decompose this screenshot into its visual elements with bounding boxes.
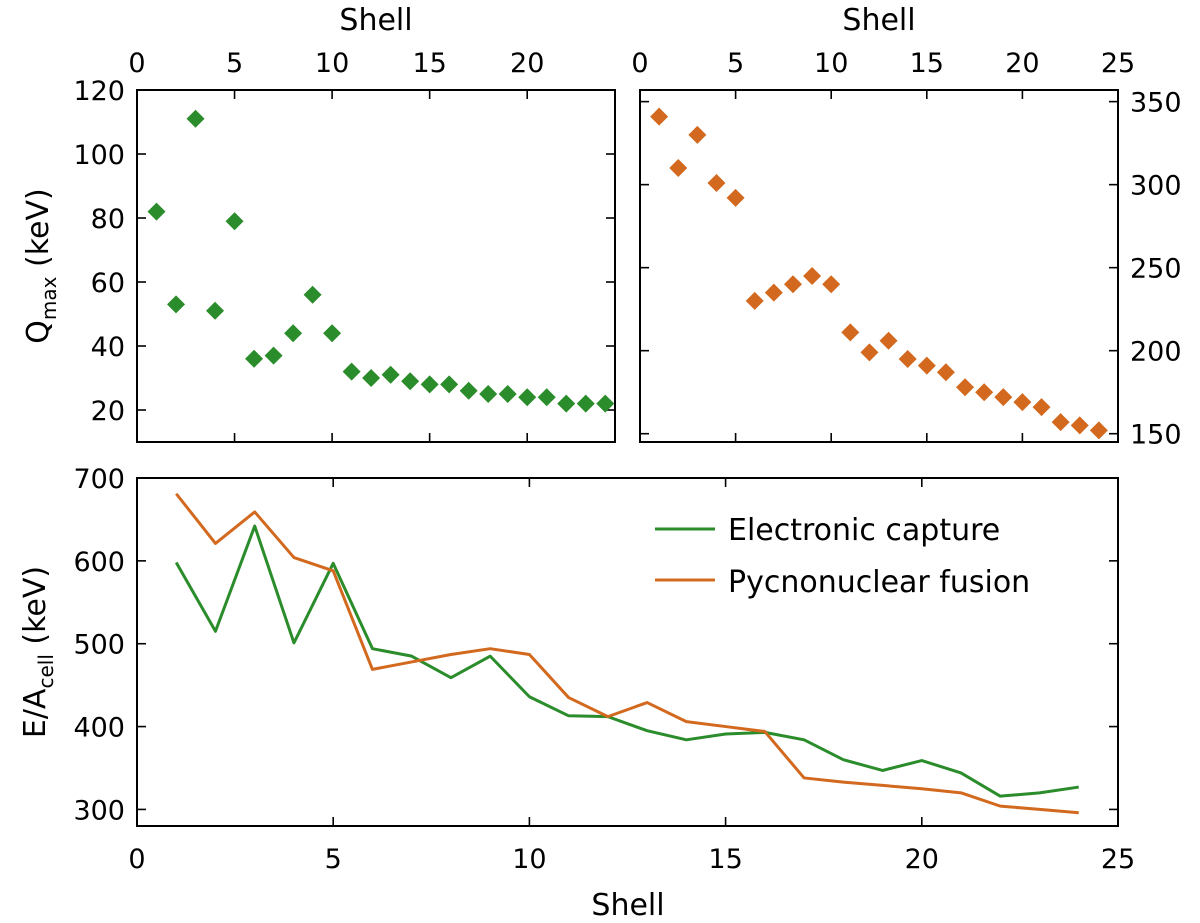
x-tick-label: 10 [512,844,546,875]
series-line-electronic-capture [174,524,1079,798]
x-tick-label: 25 [1101,844,1135,875]
data-point [264,346,283,365]
bottom-y-axis-title: E/Acell (keV) [18,566,58,738]
data-point [1070,416,1089,435]
data-point [557,394,576,413]
data-point [803,266,822,285]
x-tick-label: 5 [226,48,243,79]
x-tick-label: 20 [510,48,544,79]
panel-top-left-frame [136,89,616,443]
x-tick-label: 5 [727,48,744,79]
panel-bottom: Shell E/Acell (keV) 0 5 10 15 20 25 300 400 500 6… [18,464,1135,923]
x-tick-label: 20 [905,844,939,875]
panel-bottom-frame [136,477,1119,827]
data-point [726,188,745,207]
data-point [381,365,400,384]
data-point [167,295,186,314]
y-tick-label: 300 [1130,171,1182,202]
x-tick-label: 20 [1005,48,1039,79]
legend-label-electronic-capture: Electronic capture [728,513,1000,548]
data-point [783,275,802,294]
data-point [975,383,994,402]
x-tick-label: 0 [631,48,648,79]
x-tick-label: 15 [708,844,742,875]
y-tick-label: 600 [73,547,125,578]
top-left-x-axis-title: Shell [339,3,412,38]
data-point [498,385,517,403]
y-tick-label: 500 [73,630,125,661]
data-point [994,388,1013,407]
data-point [898,349,917,368]
data-point [1032,398,1051,417]
y-tick-label: 700 [73,464,125,495]
data-point [1051,413,1070,432]
y-tick-label: 100 [73,140,125,171]
data-point [1013,393,1032,412]
x-tick-label: 15 [412,48,446,79]
data-point [917,356,936,375]
data-point [440,375,459,394]
data-point [401,372,420,391]
data-point [822,275,841,294]
data-point [479,385,498,403]
data-point [225,212,244,231]
y-tick-label: 150 [1130,420,1182,451]
data-point [745,291,764,310]
y-tick-label: 20 [91,396,125,427]
data-point [303,285,322,304]
y-tick-label: 300 [73,795,125,826]
data-point [650,107,669,126]
data-point [1089,421,1108,440]
data-point [688,125,707,144]
data-point [284,324,303,343]
data-point [342,362,361,381]
y-tick-label: 80 [91,204,125,235]
panel-top-left: Shell Qmax (keV) 0 5 10 15 20 20 40 60 80 100 120 [21,3,616,443]
data-point [879,331,898,350]
y-tick-label: 40 [91,332,125,363]
data-point [707,173,726,192]
data-point [537,388,556,407]
data-point [186,109,205,128]
x-tick-label: 15 [910,48,944,79]
y-tick-label: 60 [91,268,125,299]
data-point [596,394,615,413]
data-point [206,301,225,320]
data-point [362,369,381,387]
panel-top-right: Shell 0 5 10 15 20 25 150 200 250 300 350 [631,3,1181,451]
series-line-pycnonuclear-fusion [175,492,1079,815]
x-tick-label: 0 [128,844,145,875]
data-point [323,324,342,343]
y-tick-label: 120 [73,76,125,107]
top-left-y-axis-title: Qmax (keV) [21,188,61,343]
x-tick-label: 10 [814,48,848,79]
data-point [518,388,537,407]
data-point [936,363,955,382]
x-tick-label: 25 [1101,48,1135,79]
data-point [459,381,478,400]
data-point [841,323,860,342]
bottom-x-axis-title: Shell [591,888,664,923]
data-point [245,349,264,368]
x-tick-label: 5 [325,844,342,875]
data-point [576,394,595,413]
data-point [860,343,879,362]
legend: Electronic capture Pycnonuclear fusion [655,513,1030,600]
data-point [420,375,439,394]
y-tick-label: 400 [73,713,125,744]
data-point [956,378,975,397]
data-point [764,283,783,302]
x-tick-label: 10 [315,48,349,79]
data-point [147,202,166,221]
legend-label-pycnonuclear-fusion: Pycnonuclear fusion [728,565,1030,600]
y-tick-label: 200 [1130,337,1182,368]
data-point [669,159,688,178]
x-tick-label: 0 [128,48,145,79]
top-right-x-axis-title: Shell [842,3,915,38]
y-tick-label: 350 [1130,88,1182,119]
panel-top-right-frame [639,89,1119,443]
y-tick-label: 250 [1130,254,1182,285]
